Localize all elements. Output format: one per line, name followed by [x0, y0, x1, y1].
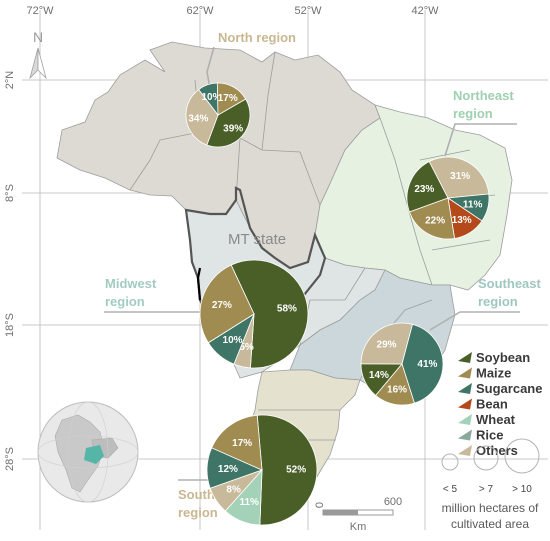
pie-slice-north-others — [185, 88, 219, 146]
size-legend-large: > 10 — [512, 484, 532, 495]
scale-bar-end: 600 — [384, 496, 402, 508]
scale-bar-unit: Km — [350, 521, 367, 533]
pie-label-northeast-soybean: 23% — [414, 184, 434, 195]
pie-label-southeast-soybean: 14% — [369, 370, 389, 381]
lat-tick-8s: 8°S — [4, 184, 16, 202]
lat-tick-2n: 2°N — [4, 71, 16, 90]
pie-label-northeast-sugarcane: 11% — [463, 200, 483, 211]
pie-northeast: 23% 31% 11% 13% 22% — [406, 156, 490, 240]
pie-label-southeast-sugarcane: 41% — [417, 359, 437, 370]
lat-tick-28s: 28°S — [4, 447, 16, 471]
lon-tick-72w: 72°W — [26, 5, 54, 17]
pie-label-south-sugarcane: 12% — [218, 464, 238, 475]
pie-label-northeast-bean: 13% — [452, 215, 472, 226]
lat-tick-18s: 18°S — [4, 313, 16, 337]
pie-north: 39% 34% 10%17% — [185, 82, 251, 148]
north-arrow-label: N — [33, 29, 43, 45]
pie-label-south-soybean: 52% — [286, 465, 306, 476]
legend-swatch-rice — [458, 429, 472, 441]
size-legend — [441, 438, 540, 474]
pie-charts: 39%34%10%17%23%31%11%13%22%58%5%10%27%14… — [185, 82, 490, 526]
legend-label-sugarcane: Sugarcane — [476, 381, 542, 396]
legend-swatch-soybean — [458, 352, 472, 363]
legend-label-bean: Bean — [476, 397, 508, 412]
pie-southeast: 14% 29% 41% 16% — [360, 322, 444, 406]
pie-label-northeast-maize: 22% — [425, 215, 445, 226]
southeast-region-label-line2: region — [478, 294, 518, 309]
pie-slice-northeast-maize — [408, 197, 456, 240]
north-region-label: North region — [218, 30, 296, 45]
south-region-label: South — [178, 487, 215, 502]
pie-label-north-others: 34% — [188, 113, 208, 124]
pie-label-north-soybean: 39% — [223, 123, 243, 134]
pie-midwest: 58% 5%10% 27% — [199, 259, 309, 369]
pie-slice-south-maize — [211, 414, 263, 471]
pie-slice-south-soybean — [256, 414, 318, 526]
pie-label-southeast-maize: 16% — [387, 384, 407, 395]
pie-slice-northeast-soybean — [406, 160, 449, 213]
mt-state-label: MT state — [228, 231, 286, 248]
pie-slice-northeast-others — [428, 156, 490, 199]
region-labels: North region Northeast region Midwest re… — [105, 30, 542, 520]
pie-label-midwest-others: 5% — [239, 342, 254, 353]
pie-label-northeast-others: 31% — [450, 171, 470, 182]
pie-slice-midwest-soybean — [230, 259, 309, 369]
pie-slice-southeast-others — [360, 322, 413, 365]
legend-swatch-sugarcane — [458, 383, 472, 394]
northeast-region-label: Northeast — [453, 88, 514, 103]
pie-slice-midwest-maize — [199, 264, 255, 344]
legend-swatch-wheat — [458, 414, 472, 425]
legend-swatch-others — [458, 445, 472, 456]
midwest-region-label: Midwest — [105, 276, 157, 291]
pie-slice-north-maize — [216, 82, 247, 116]
size-legend-medium: > 7 — [479, 484, 494, 495]
leader-lines — [104, 46, 520, 481]
legend-label-maize: Maize — [476, 366, 511, 381]
legend-swatch-maize — [458, 367, 472, 379]
scale-bar: 0 600 Km — [314, 496, 402, 533]
pie-label-midwest-sugarcane: 10% — [223, 335, 243, 346]
north-arrow-icon: N — [29, 29, 47, 80]
pie-label-south-wheat: 11% — [239, 497, 259, 508]
pie-label-midwest-soybean: 58% — [277, 303, 297, 314]
pie-slice-southeast-maize — [375, 363, 415, 406]
northeast-region-label-line2: region — [453, 106, 493, 121]
legend-label-wheat: Wheat — [476, 412, 516, 427]
pie-label-midwest-maize: 27% — [212, 300, 232, 311]
globe-inset — [37, 401, 139, 503]
lon-tick-52w: 52°W — [294, 5, 322, 17]
legend-label-others: Others — [476, 443, 518, 458]
pie-label-north-maize: 17% — [218, 93, 238, 104]
southeast-region-label: Southeast — [478, 276, 542, 291]
lon-tick-42w: 42°W — [411, 5, 439, 17]
pie-label-south-others: 8% — [226, 484, 241, 495]
pie-slice-north-soybean — [206, 98, 251, 148]
pie-south: 52% 11% 8% 12% 17% — [206, 414, 318, 526]
scale-bar-start: 0 — [314, 502, 326, 508]
lon-tick-62w: 62°W — [186, 5, 214, 17]
south-region-label-line2: region — [178, 505, 218, 520]
midwest-region-label-line2: region — [105, 294, 145, 309]
legend-label-soybean: Soybean — [476, 350, 530, 365]
size-legend-small: < 5 — [443, 484, 458, 495]
pie-label-north-sugarcane: 10% — [201, 92, 221, 103]
size-legend-caption-2: cultivated area — [451, 517, 529, 531]
pie-label-southeast-others: 29% — [377, 339, 397, 350]
size-legend-caption-1: million hectares of — [442, 501, 539, 515]
pie-label-south-maize: 17% — [232, 438, 252, 449]
legend-label-rice: Rice — [476, 428, 503, 443]
legend-swatch-bean — [458, 398, 472, 410]
pie-slice-southeast-sugarcane — [401, 323, 444, 404]
